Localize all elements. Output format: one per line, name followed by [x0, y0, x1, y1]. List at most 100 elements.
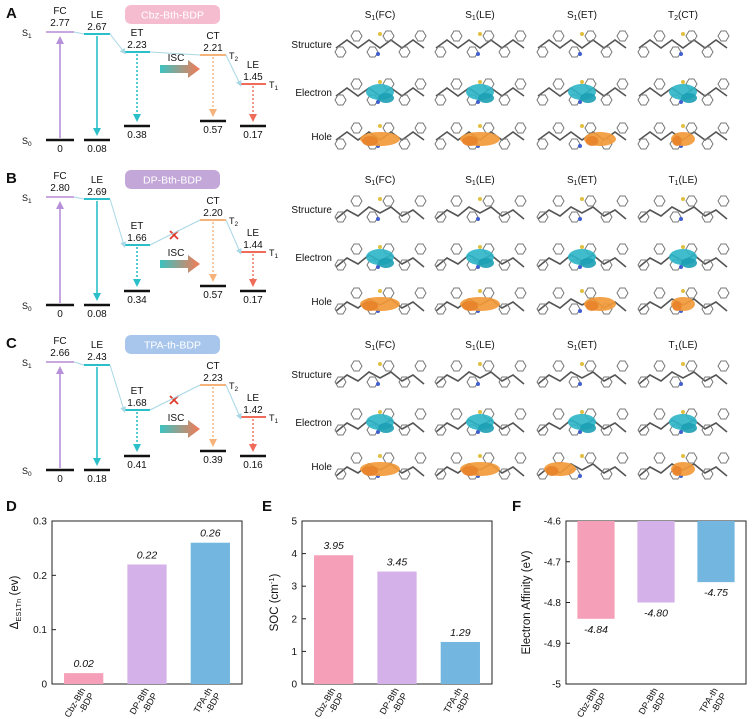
row-label: Structure [291, 205, 332, 216]
fc-label: FC [53, 336, 66, 347]
electron-density [681, 93, 697, 103]
et-energy: 2.23 [127, 40, 147, 51]
ring [498, 94, 511, 106]
t1-label: T1 [269, 248, 279, 260]
le-label: LE [91, 10, 104, 21]
row-label: Electron [295, 253, 332, 264]
ring [536, 259, 549, 271]
ring [398, 46, 411, 58]
ring [482, 30, 495, 42]
fc-energy: 2.66 [50, 348, 70, 359]
atom [679, 52, 683, 56]
panel-letter: B [6, 170, 17, 187]
atom [376, 52, 380, 56]
t1-le-label: LE [247, 393, 260, 404]
ring [536, 376, 549, 388]
ring [514, 30, 527, 42]
atom [376, 100, 380, 104]
atom [476, 430, 480, 434]
ring [498, 138, 511, 150]
ring [350, 122, 363, 134]
ring [701, 46, 714, 58]
ring [514, 408, 527, 420]
ring [717, 287, 730, 299]
panel-c: C TPA-th-BDPS1S0FC2.660LE2.430.18ET1.680.… [6, 335, 730, 485]
molecule-render [334, 408, 427, 436]
et-label: ET [131, 28, 144, 39]
fc-label: FC [53, 171, 66, 182]
y-tick-label: 0.3 [33, 517, 47, 528]
ring [685, 360, 698, 372]
atom [478, 32, 482, 36]
state-column-label: T1(LE) [669, 175, 698, 187]
et-label: ET [131, 221, 144, 232]
bar [577, 521, 615, 619]
ring [536, 46, 549, 58]
le-ground-energy: 0.08 [87, 309, 107, 320]
ring [450, 360, 463, 372]
isc-arrow [160, 255, 200, 273]
row-label: Hole [311, 132, 332, 143]
le-energy: 2.69 [87, 187, 107, 198]
ring [398, 303, 411, 315]
et-ground-energy: 0.38 [127, 130, 147, 141]
state-column-label: S1(ET) [567, 340, 597, 352]
t1-energy: 1.45 [243, 72, 263, 83]
chart-e: E 0 1 2 3 4 5 3.95 Cbz-Bth-BDP 3.45 DP-Bth-BDP 1.29… [262, 498, 493, 719]
ring [514, 287, 527, 299]
ring [334, 468, 347, 480]
ring [466, 376, 479, 388]
ring [450, 287, 463, 299]
le-ground-energy: 0.08 [87, 144, 107, 155]
hole-density [462, 136, 478, 146]
ring [669, 376, 682, 388]
molecule-skeleton [435, 39, 525, 49]
electron-density [378, 258, 394, 268]
bar [440, 641, 480, 684]
category-label: Cbz-Bth-BDP [312, 686, 346, 719]
ring [514, 452, 527, 464]
panel-letter: D [6, 498, 17, 515]
ct-label: CT [206, 196, 219, 207]
ring [600, 259, 613, 271]
y-axis-label: ΔES1Tn (ev) [9, 576, 23, 630]
ring [701, 211, 714, 223]
ring [434, 424, 447, 436]
ring [536, 94, 549, 106]
bar-value-label: 3.95 [323, 540, 344, 552]
ring [600, 376, 613, 388]
ring [568, 303, 581, 315]
molecule-render [536, 122, 629, 150]
ct-energy: 2.21 [203, 43, 223, 54]
ct-energy: 2.23 [203, 373, 223, 384]
ct-t1-line [225, 54, 242, 87]
ring [514, 360, 527, 372]
relax-line [73, 361, 85, 366]
molecule-render [536, 30, 629, 58]
atom [578, 382, 582, 386]
atom [580, 124, 584, 128]
et-energy: 1.66 [127, 233, 147, 244]
molecule-skeleton [537, 371, 627, 385]
atom [681, 32, 685, 36]
molecule-render [334, 122, 427, 150]
ring [382, 287, 395, 299]
ct-t1-line [225, 384, 242, 420]
y-tick-label: 0.1 [33, 625, 47, 636]
ring [350, 287, 363, 299]
ring [653, 195, 666, 207]
atom [478, 245, 482, 249]
molecule-render [334, 30, 427, 58]
ring [584, 360, 597, 372]
bar [637, 521, 675, 603]
ring [717, 452, 730, 464]
ring [637, 46, 650, 58]
molecule-skeleton [638, 371, 728, 385]
molecule-render [536, 287, 629, 315]
ring [398, 211, 411, 223]
ring [498, 303, 511, 315]
atom [580, 454, 584, 458]
panel-b: B DP-Bth-BDPS1S0FC2.800LE2.690.08ET1.660.… [6, 170, 730, 320]
ring [450, 408, 463, 420]
